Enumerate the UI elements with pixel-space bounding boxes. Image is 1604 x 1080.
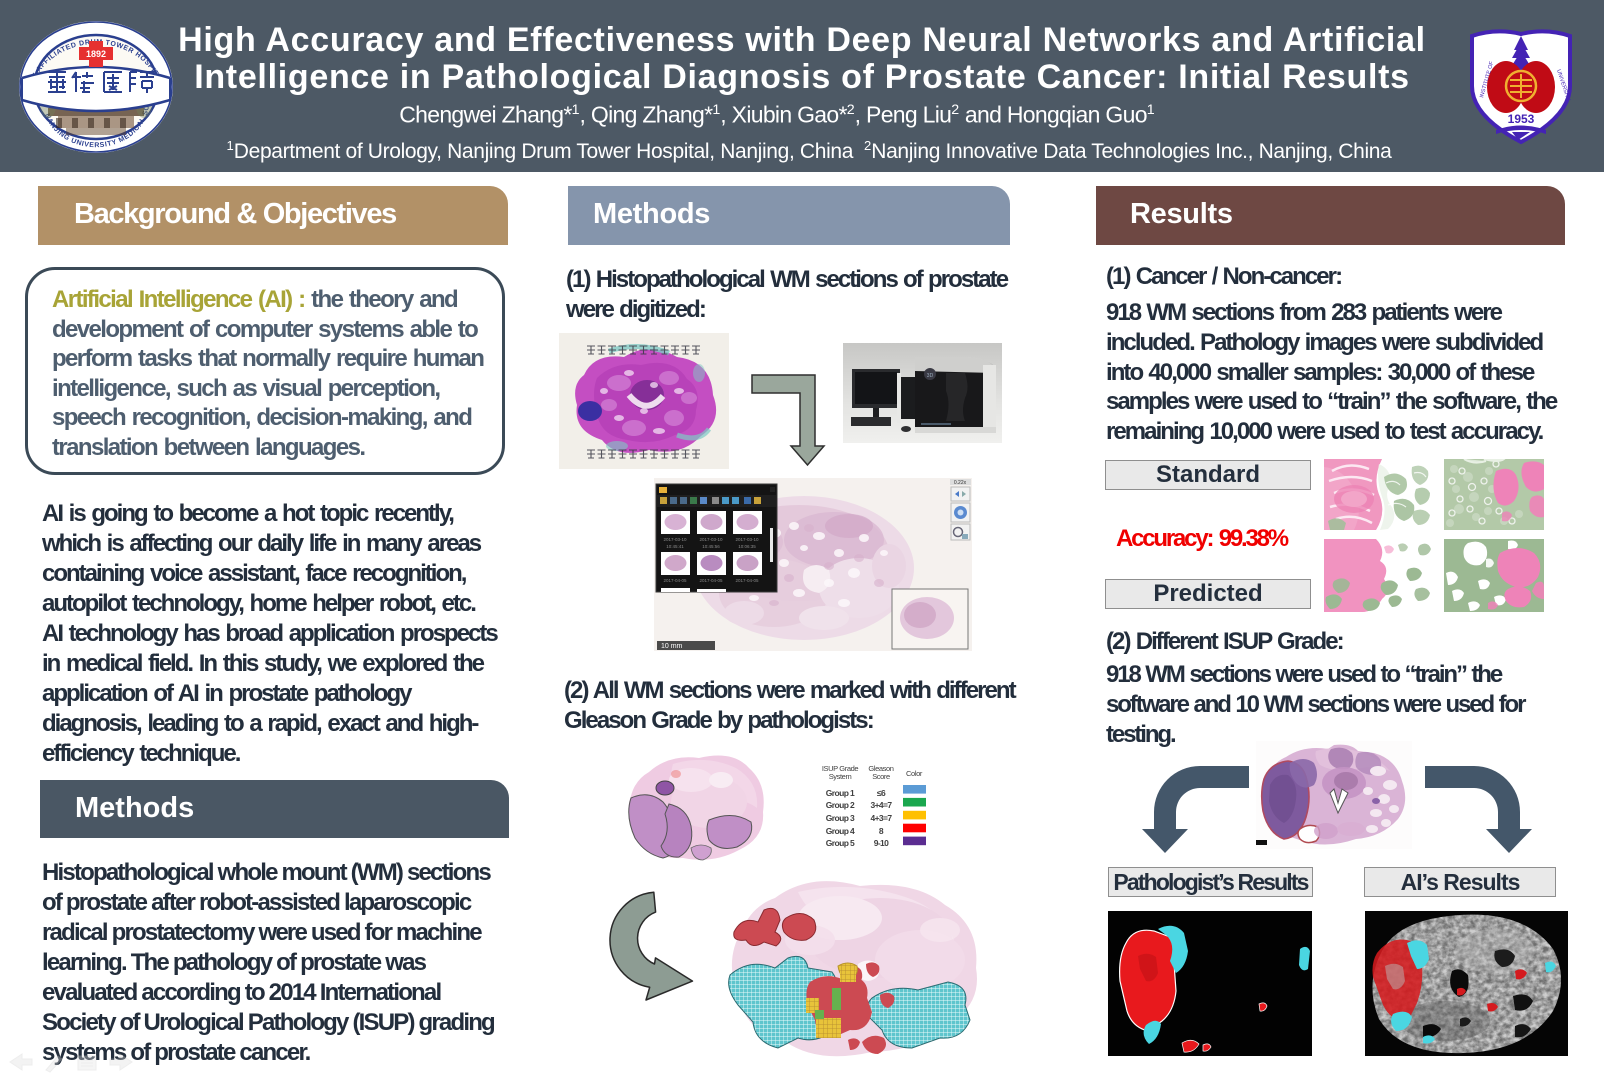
svg-text:2017-04-05: 2017-04-05: [735, 578, 759, 583]
svg-text:1953: 1953: [1508, 112, 1535, 126]
svg-text:2017-03-10: 2017-03-10: [735, 537, 759, 542]
svg-text:2017-03-10: 2017-03-10: [663, 537, 687, 542]
svg-text:10:45:41: 10:45:41: [666, 544, 684, 549]
svg-text:10:45:56: 10:45:56: [702, 544, 720, 549]
svg-text:10 mm: 10 mm: [661, 643, 683, 650]
svg-text:2017-03-10: 2017-03-10: [699, 537, 723, 542]
svg-text:2017-04-05: 2017-04-05: [699, 578, 723, 583]
svg-text:3D: 3D: [927, 373, 934, 379]
svg-text:10:06:35: 10:06:35: [738, 544, 756, 549]
svg-text:1892: 1892: [86, 49, 106, 59]
svg-text:0.22x: 0.22x: [954, 480, 967, 486]
svg-text:2017-04-05: 2017-04-05: [663, 578, 687, 583]
